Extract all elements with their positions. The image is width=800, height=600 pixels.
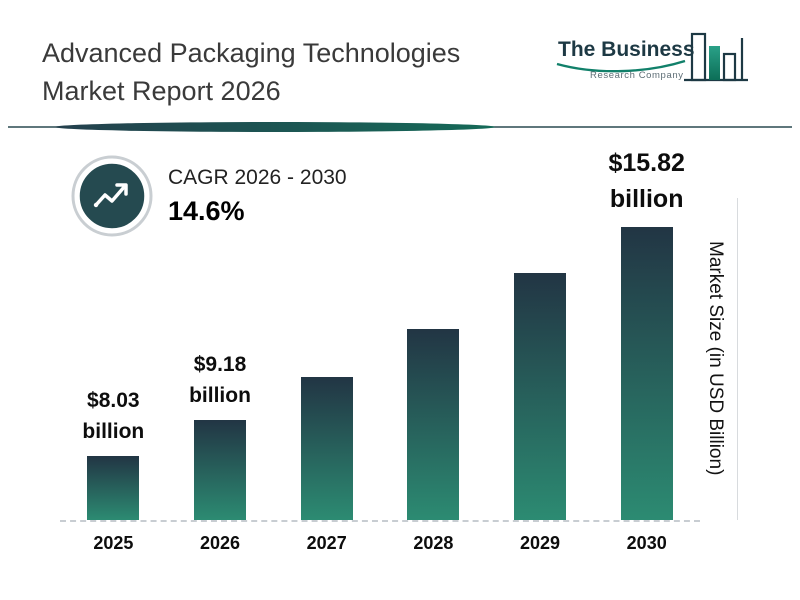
cagr-value: 14.6%	[168, 196, 245, 226]
value-amount: $9.18	[193, 353, 247, 377]
bar-column-2025: $8.03 billion	[60, 145, 167, 520]
value-unit: billion	[82, 419, 145, 443]
cagr-badge	[70, 154, 154, 243]
logo-name: The Business	[558, 38, 695, 61]
bar-value-label: $8.03 billion	[82, 386, 144, 447]
y-axis-line	[737, 198, 738, 520]
x-tick-2030: 2030	[626, 533, 667, 553]
value-amount: $8.03	[87, 389, 140, 413]
header-divider	[0, 119, 800, 140]
bar-value-label: $15.82 billion	[608, 145, 684, 218]
cagr-label: CAGR 2026 - 2030	[168, 166, 347, 189]
bar-chart: $8.03 billion $9.18 billion $15.82 billi…	[60, 145, 700, 522]
company-logo: The Business Research Company	[552, 28, 752, 111]
value-amount: $15.82	[608, 149, 685, 177]
bar-2028	[407, 329, 460, 520]
value-unit: billion	[609, 185, 684, 214]
bar-2026	[194, 420, 246, 520]
bar-2030	[620, 226, 673, 520]
page-title: Advanced Packaging Technologies Market R…	[42, 38, 461, 106]
logo-tagline: Research Company	[590, 70, 684, 81]
bar-column-2027	[273, 145, 380, 520]
x-axis: 2025 2026 2027 2028 2029 2030	[60, 533, 700, 554]
x-tick-2028: 2028	[413, 533, 454, 553]
bar-column-2030: $15.82 billion	[593, 145, 700, 520]
value-unit: billion	[189, 383, 251, 407]
logo-swoosh	[556, 59, 686, 73]
trend-up-icon	[71, 155, 153, 237]
bar-2027	[300, 377, 353, 520]
bar-column-2028	[380, 145, 487, 520]
company-logo-icon: The Business Research Company	[556, 32, 748, 82]
bar-column-2026: $9.18 billion	[167, 145, 274, 520]
bar-column-2029	[487, 145, 594, 520]
cagr-block: CAGR 2026 - 2030 14.6%	[168, 166, 347, 227]
logo-green-bar	[709, 46, 720, 80]
bar-2025	[87, 456, 140, 520]
x-tick-2026: 2026	[199, 533, 241, 553]
x-tick-2027: 2027	[306, 533, 347, 553]
bar-2029	[514, 273, 567, 520]
bar-value-label: $9.18 billion	[189, 350, 251, 411]
x-tick-2025: 2025	[93, 533, 134, 553]
y-axis-label: Market Size (in USD Billion)	[705, 240, 726, 476]
x-tick-2029: 2029	[520, 533, 561, 553]
